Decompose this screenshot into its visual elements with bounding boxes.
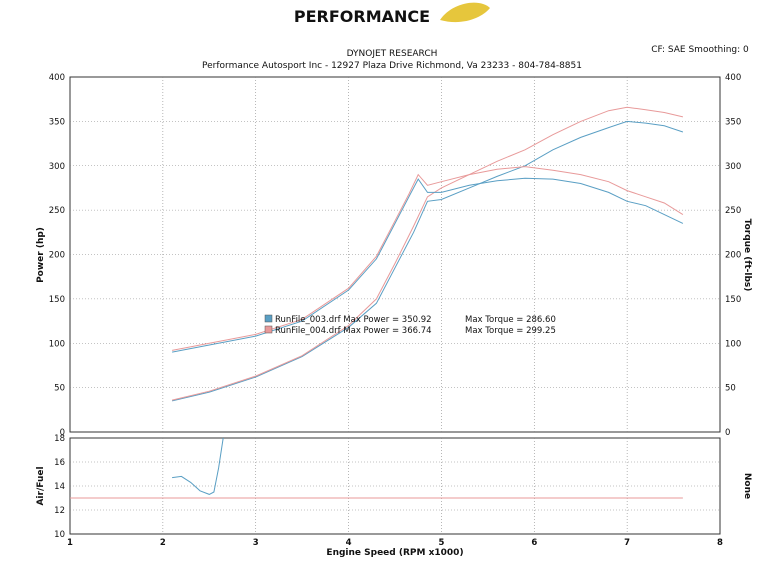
x-tick-label: 6 [531, 538, 537, 548]
legend-entry-runfile-004: RunFile_004.drf Max Power = 366.74 [275, 326, 432, 336]
bottom-y-tick-label: 10 [54, 530, 65, 540]
legend-entry-runfile-003: RunFile_003.drf Max Power = 350.92 [275, 315, 432, 325]
legend-torque-runfile-003: Max Torque = 286.60 [465, 315, 556, 325]
header-line2: Performance Autosport Inc - 12927 Plaza … [202, 61, 582, 71]
top-series-line-3 [172, 166, 684, 351]
top-y-tick-label: 300 [49, 162, 65, 172]
top-y2-tick-label: 350 [725, 117, 741, 127]
top-y2-tick-label: 0 [725, 428, 730, 438]
top-y2-tick-label: 400 [725, 73, 741, 83]
top-y2-tick-label: 150 [725, 295, 741, 305]
logo-text: PERFORMANCE [294, 7, 430, 26]
x-tick-label: 5 [438, 538, 444, 548]
header-line1: DYNOJET RESEARCH [347, 49, 438, 59]
top-series-line-0 [171, 120, 684, 402]
bottom-y-tick-label: 16 [54, 458, 65, 468]
bottom-series-line-0 [172, 437, 224, 495]
top-y-tick-label: 150 [49, 295, 65, 305]
top-y2-tick-label: 250 [725, 206, 741, 216]
top-y-tick-label: 400 [49, 73, 65, 83]
y-axis-label-airfuel: Air/Fuel [36, 466, 46, 505]
top-y-tick-label: 350 [49, 117, 65, 127]
x-axis-label: Engine Speed (RPM x1000) [326, 548, 463, 558]
y-axis-label-power: Power (hp) [36, 227, 46, 283]
bottom-y-tick-label: 12 [54, 506, 65, 516]
y-axis-label-torque: Torque (ft-lbs) [742, 219, 752, 292]
top-y2-tick-label: 100 [725, 339, 741, 349]
top-series-line-1 [171, 106, 684, 401]
x-tick-label: 1 [67, 538, 73, 548]
top-y2-tick-label: 300 [725, 162, 741, 172]
x-tick-label: 8 [717, 538, 723, 548]
header-settings: CF: SAE Smoothing: 0 [651, 45, 749, 55]
legend-torque-runfile-004: Max Torque = 299.25 [465, 326, 556, 336]
top-y2-tick-label: 50 [725, 384, 736, 394]
legend-swatch-runfile-003 [264, 314, 273, 323]
x-tick-label: 3 [253, 538, 259, 548]
top-y2-tick-label: 200 [725, 251, 741, 261]
x-tick-label: 4 [346, 538, 352, 548]
y-axis-label-none: None [742, 473, 752, 499]
legend-swatch-runfile-004 [264, 325, 273, 334]
bottom-y-tick-label: 14 [54, 482, 65, 492]
top-series-line-2 [172, 177, 684, 353]
x-tick-label: 2 [160, 538, 166, 548]
bottom-y-tick-label: 18 [54, 434, 65, 444]
x-tick-label: 7 [624, 538, 630, 548]
top-y-tick-label: 200 [49, 251, 65, 261]
top-y-tick-label: 100 [49, 339, 65, 349]
logo-swoosh-icon [440, 2, 490, 23]
power-torque-plot: 0 0 50 50 100 100 150 150 200 200 250 250 300 300 350 3… [49, 73, 741, 438]
legend: RunFile_003.drf Max Power = 350.92 Max T… [264, 314, 556, 336]
top-y-tick-label: 50 [54, 384, 65, 394]
top-y-tick-label: 0 [60, 428, 65, 438]
top-y-tick-label: 250 [49, 206, 65, 216]
